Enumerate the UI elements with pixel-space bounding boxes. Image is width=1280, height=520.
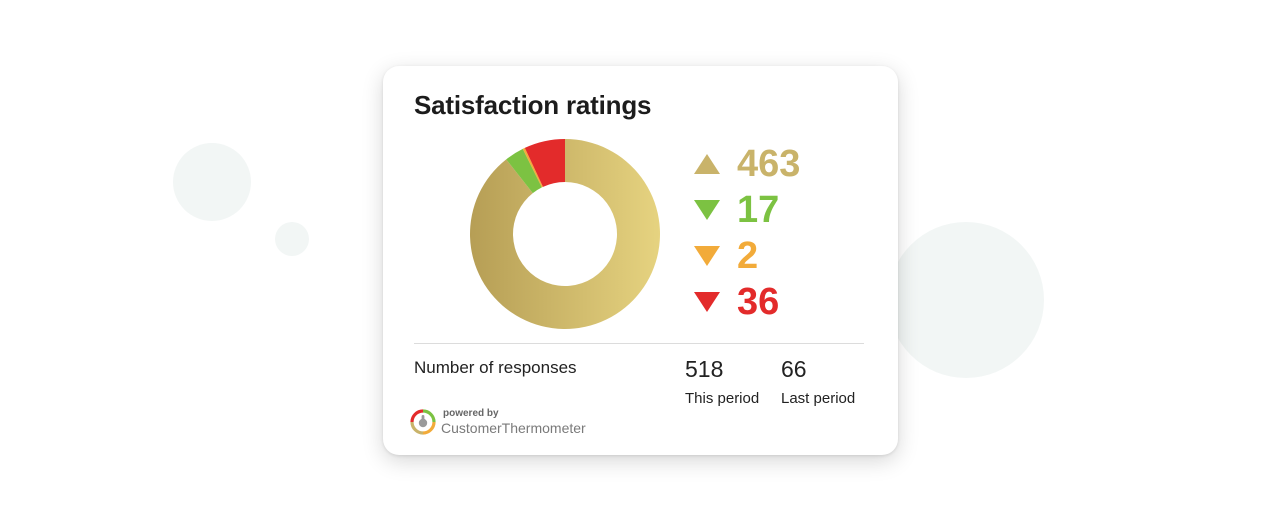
donut-segment-4 (524, 139, 565, 187)
donut-segment-1 (470, 139, 660, 329)
this-period-value: 518 (685, 356, 724, 382)
customer-thermometer-logo-icon (410, 409, 436, 435)
decorative-bubble-large-left (173, 143, 251, 221)
satisfaction-donut-chart (470, 139, 660, 329)
last-period-stat: 66 Last period (781, 356, 855, 407)
decorative-bubble-small-left (275, 222, 309, 256)
this-period-stat: 518 This period (685, 356, 759, 407)
legend-row-1: 463 (693, 141, 800, 187)
triangle-down-icon (694, 246, 720, 266)
this-period-label: This period (685, 389, 760, 407)
responses-label: Number of responses (414, 358, 577, 377)
legend-row-3: 2 (693, 233, 800, 279)
triangle-down-icon (694, 200, 720, 220)
satisfaction-card: Satisfaction ratings 463 17 2 36 Number of … (383, 66, 898, 455)
legend-value-1: 463 (737, 143, 801, 185)
powered-by-text: powered by (443, 408, 499, 419)
legend-value-4: 36 (737, 281, 780, 323)
donut-segment-3 (522, 147, 544, 188)
brand-name: CustomerThermometer (441, 420, 586, 436)
triangle-up-icon (694, 154, 720, 174)
card-title: Satisfaction ratings (414, 90, 652, 120)
divider (414, 343, 864, 344)
legend-row-4: 36 (693, 279, 800, 325)
satisfaction-legend: 463 17 2 36 (693, 141, 800, 325)
powered-by-badge[interactable]: powered by CustomerThermometer (409, 408, 586, 436)
legend-row-2: 17 (693, 187, 800, 233)
last-period-value: 66 (781, 356, 807, 382)
triangle-down-icon (694, 292, 720, 312)
decorative-bubble-right (888, 222, 1044, 378)
donut-segment-2 (506, 148, 542, 194)
last-period-label: Last period (781, 389, 856, 407)
legend-value-3: 2 (737, 235, 759, 277)
legend-value-2: 17 (737, 189, 780, 231)
